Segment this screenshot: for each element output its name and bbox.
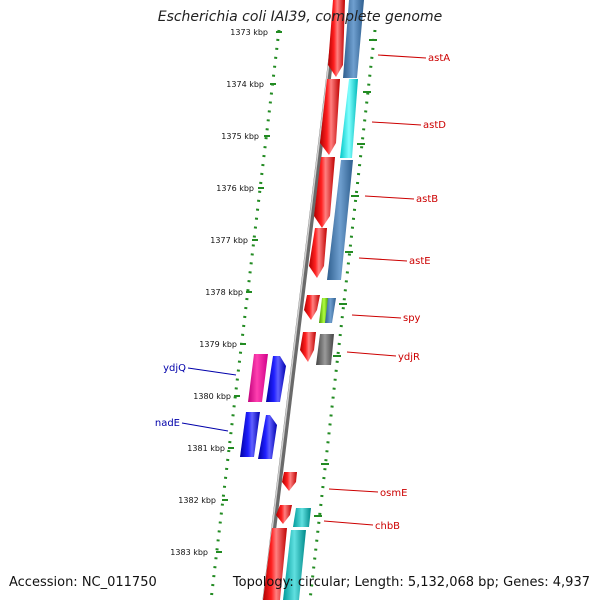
gene-label-ydjQ[interactable]: ydjQ bbox=[163, 363, 186, 374]
gene-red-ydjR[interactable] bbox=[300, 332, 316, 362]
bar-teal-2 bbox=[283, 530, 306, 600]
ruler-tick-label: 1380 kbp bbox=[193, 392, 231, 401]
gene-blue-nadE-2[interactable] bbox=[258, 415, 277, 459]
bar-teal-1 bbox=[293, 508, 311, 527]
right-labels: astA astD astB astE spy ydjR osmE chbB bbox=[323, 53, 450, 532]
leader-line bbox=[358, 257, 408, 262]
gene-blue-1[interactable] bbox=[266, 356, 286, 402]
ruler-ticks: 1373 kbp 1374 kbp 1375 kbp 1376 kbp 1377… bbox=[170, 28, 282, 557]
ruler-tick-label: 1375 kbp bbox=[221, 132, 259, 141]
bar-steel-2 bbox=[327, 160, 353, 280]
ruler-tick-label: 1373 kbp bbox=[230, 28, 268, 37]
gene-label-astE[interactable]: astE bbox=[409, 256, 431, 267]
leader-line bbox=[181, 422, 229, 432]
gene-red-4[interactable] bbox=[309, 228, 327, 278]
gene-label-osmE[interactable]: osmE bbox=[380, 488, 407, 499]
ruler-tick-label: 1382 kbp bbox=[178, 496, 216, 505]
gene-red-3[interactable] bbox=[314, 157, 335, 228]
bar-grey bbox=[316, 334, 334, 365]
accession-text: Accession: NC_011750 bbox=[9, 575, 157, 590]
gene-label-chbB[interactable]: chbB bbox=[375, 521, 400, 532]
leader-line bbox=[351, 314, 402, 319]
leader-line bbox=[346, 351, 397, 357]
forward-genes bbox=[263, 0, 345, 600]
feature-bars bbox=[283, 0, 364, 600]
gene-label-astD[interactable]: astD bbox=[423, 120, 446, 131]
leader-line bbox=[187, 367, 237, 376]
map-title: Escherichia coli IAI39, complete genome bbox=[157, 9, 443, 25]
ruler-tick-label: 1377 kbp bbox=[210, 236, 248, 245]
ruler-tick-label: 1374 kbp bbox=[226, 80, 264, 89]
gene-red-spy[interactable] bbox=[304, 295, 320, 320]
bar-steel-1 bbox=[343, 0, 364, 78]
leader-line bbox=[364, 195, 415, 200]
outer-dotted-line bbox=[308, 29, 377, 601]
leader-line bbox=[323, 520, 374, 526]
ruler-tick-label: 1379 kbp bbox=[199, 340, 237, 349]
bar-cyan-1 bbox=[340, 79, 358, 158]
reverse-genes bbox=[240, 354, 286, 459]
outer-ticks bbox=[314, 39, 377, 517]
gene-label-astA[interactable]: astA bbox=[428, 53, 450, 64]
leader-line bbox=[328, 488, 379, 493]
gene-red-chbB[interactable] bbox=[276, 505, 292, 524]
gene-red-1[interactable] bbox=[328, 0, 345, 77]
ruler-tick-label: 1381 kbp bbox=[187, 444, 225, 453]
ruler-tick-label: 1376 kbp bbox=[216, 184, 254, 193]
gene-label-nadE[interactable]: nadE bbox=[155, 418, 180, 429]
gene-pink-ydjQ[interactable] bbox=[248, 354, 268, 402]
leader-line bbox=[371, 121, 422, 126]
gene-label-ydjR[interactable]: ydjR bbox=[398, 352, 420, 363]
bar-steel-3 bbox=[325, 298, 336, 323]
ruler-dotted-line bbox=[209, 29, 281, 601]
gene-label-astB[interactable]: astB bbox=[416, 194, 438, 205]
ruler-tick-label: 1383 kbp bbox=[170, 548, 208, 557]
topology-text: Topology: circular; Length: 5,132,068 bp… bbox=[232, 575, 590, 590]
left-labels: ydjQ nadE bbox=[155, 363, 237, 432]
gene-blue-nadE-1[interactable] bbox=[240, 412, 260, 457]
gene-red-2[interactable] bbox=[320, 79, 340, 155]
gene-red-bottom[interactable] bbox=[263, 528, 287, 600]
leader-line bbox=[377, 54, 427, 59]
gene-red-osmE[interactable] bbox=[282, 472, 297, 491]
gene-label-spy[interactable]: spy bbox=[403, 313, 421, 324]
ruler-tick-label: 1378 kbp bbox=[205, 288, 243, 297]
backbone-highlight bbox=[262, 0, 338, 601]
